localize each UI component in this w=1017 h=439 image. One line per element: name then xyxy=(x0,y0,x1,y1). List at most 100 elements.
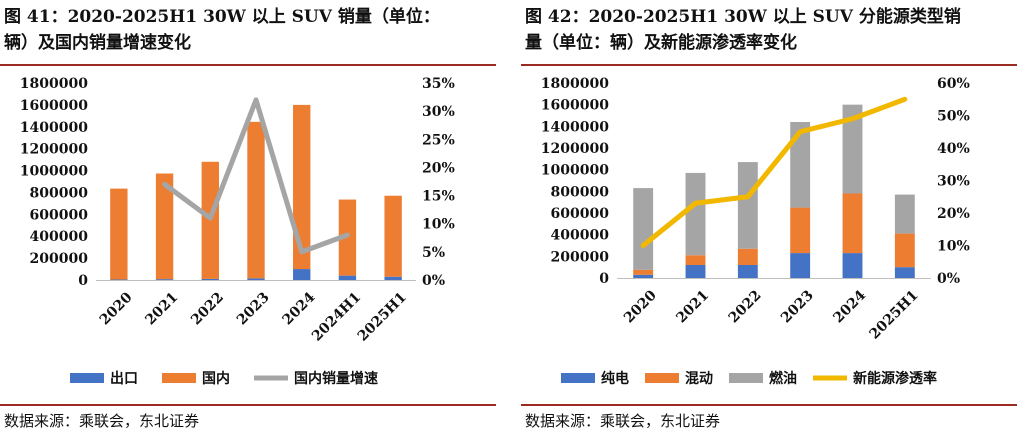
left-bar-0-2 xyxy=(201,278,219,280)
left-y-tick-label: 0 xyxy=(78,273,88,289)
right-line-0 xyxy=(640,96,908,248)
right-y-tick-label: 1600000 xyxy=(541,98,609,114)
left-y-tick-label: 200000 xyxy=(30,251,89,267)
right-bar-0-2 xyxy=(737,265,758,278)
right-y-tick-label: 800000 xyxy=(551,184,610,200)
right-title-line1: 图 42：2020-2025H1 30W 以上 SUV 分能源类型销 xyxy=(525,7,961,27)
right-y2-tick-label: 60% xyxy=(937,76,970,92)
left-legend-label-2: 国内销量增速 xyxy=(294,370,378,387)
right-legend-swatch-1 xyxy=(645,373,679,383)
right-bar-1-1 xyxy=(685,255,706,265)
left-bottom-rule xyxy=(0,404,496,406)
left-x-tick-label: 2025H1 xyxy=(355,289,410,344)
left-y2-tick-label: 5% xyxy=(422,245,445,261)
left-source: 数据来源：乘联会，东北证券 xyxy=(4,412,200,430)
left-bar-1-0 xyxy=(110,188,128,280)
left-x-tick-label: 2023 xyxy=(234,289,273,328)
right-bar-1-0 xyxy=(633,269,654,275)
left-bar-0-0 xyxy=(110,279,128,280)
left-legend-label-1: 国内 xyxy=(202,370,230,387)
right-bar-0-3 xyxy=(790,253,811,278)
right-y-tick-label: 0 xyxy=(599,271,609,287)
right-title-line2: 量（单位：辆）及新能源渗透率变化 xyxy=(525,33,797,53)
left-y2-tick-label: 20% xyxy=(422,160,455,176)
right-legend-label-1: 混动 xyxy=(685,370,713,387)
right-y-tick-label: 1400000 xyxy=(541,119,609,135)
right-y2-tick-label: 30% xyxy=(937,174,970,190)
left-title-line1: 图 41：2020-2025H1 30W 以上 SUV 销量（单位： xyxy=(4,7,440,27)
left-y-tick-label: 1400000 xyxy=(20,120,88,136)
left-chart-title: 图 41：2020-2025H1 30W 以上 SUV 销量（单位： 辆）及国内… xyxy=(4,4,492,56)
right-source: 数据来源：乘联会，东北证券 xyxy=(525,412,721,430)
left-y-tick-label: 1000000 xyxy=(20,164,88,180)
right-bar-1-4 xyxy=(842,193,863,254)
right-chart-title: 图 42：2020-2025H1 30W 以上 SUV 分能源类型销 量（单位：… xyxy=(525,4,1013,56)
left-y-tick-label: 600000 xyxy=(30,207,89,223)
right-bar-0-5 xyxy=(894,267,915,278)
right-bar-2-3 xyxy=(790,122,811,208)
right-y-tick-label: 1000000 xyxy=(541,163,609,179)
right-y-tick-label: 1200000 xyxy=(541,141,609,157)
right-x-tick-label: 2021 xyxy=(673,287,712,326)
left-y2-tick-label: 35% xyxy=(422,76,455,92)
left-bar-0-3 xyxy=(247,278,265,280)
left-bar-1-3 xyxy=(247,121,265,279)
left-y-tick-label: 800000 xyxy=(30,185,89,201)
right-bar-1-3 xyxy=(790,207,811,254)
left-bar-1-4 xyxy=(293,104,311,270)
right-y2-tick-label: 20% xyxy=(937,206,970,222)
left-x-tick-label: 2021 xyxy=(142,289,181,328)
left-x-tick-label: 2024H1 xyxy=(309,289,364,344)
left-chart: 0 200000 400000 600000 800000 1000000 1200000 1… xyxy=(20,76,455,387)
right-bar-2-5 xyxy=(894,194,915,234)
right-x-tick-label: 2025H1 xyxy=(866,287,921,342)
right-bar-0-0 xyxy=(633,274,654,278)
right-bar-2-4 xyxy=(842,104,863,194)
right-bar-2-2 xyxy=(737,162,758,249)
left-x-tick-label: 2024 xyxy=(280,289,319,328)
left-bar-0-5 xyxy=(338,275,357,280)
left-y-tick-label: 1200000 xyxy=(20,142,88,158)
left-top-rule xyxy=(0,64,496,66)
right-legend-label-3: 新能源渗透率 xyxy=(853,370,937,387)
left-legend-label-0: 出口 xyxy=(110,370,138,387)
right-x-tick-label: 2020 xyxy=(621,287,660,326)
right-bottom-rule xyxy=(521,404,1017,406)
left-y2-tick-label: 0% xyxy=(422,273,445,289)
right-y2-tick-label: 10% xyxy=(937,239,970,255)
right-y2-tick-label: 40% xyxy=(937,141,970,157)
right-y-tick-label: 400000 xyxy=(551,228,610,244)
right-bar-2-1 xyxy=(685,172,706,256)
left-bar-0-4 xyxy=(293,269,311,280)
left-x-tick-label: 2022 xyxy=(188,289,227,328)
right-x-tick-label: 2024 xyxy=(830,287,869,326)
right-bar-1-2 xyxy=(737,248,758,265)
left-y-tick-label: 400000 xyxy=(30,229,89,245)
left-legend-swatch-1 xyxy=(162,373,196,383)
left-y2-tick-label: 25% xyxy=(422,132,455,148)
left-bar-1-1 xyxy=(155,173,174,280)
right-legend-swatch-0 xyxy=(561,373,595,383)
right-chart: 0 200000 400000 600000 800000 1000000 1200000 1… xyxy=(541,76,970,387)
left-bar-1-6 xyxy=(384,195,402,277)
right-x-tick-label: 2023 xyxy=(778,287,817,326)
left-x-tick-label: 2020 xyxy=(97,289,136,328)
right-legend-label-0: 纯电 xyxy=(601,370,629,387)
right-y-tick-label: 1800000 xyxy=(541,76,609,92)
right-legend-label-2: 燃油 xyxy=(769,370,797,387)
left-legend-swatch-0 xyxy=(70,373,104,383)
right-bar-0-1 xyxy=(685,265,706,278)
right-y2-tick-label: 0% xyxy=(937,271,960,287)
right-x-tick-label: 2022 xyxy=(726,287,765,326)
left-bar-0-1 xyxy=(155,279,174,280)
left-title-line2: 辆）及国内销量增速变化 xyxy=(4,33,191,53)
left-y-tick-label: 1800000 xyxy=(20,76,88,92)
right-top-rule xyxy=(521,64,1017,66)
right-y-tick-label: 200000 xyxy=(551,249,610,265)
left-y2-tick-label: 15% xyxy=(422,189,455,205)
left-y2-tick-label: 10% xyxy=(422,217,455,233)
right-y-tick-label: 600000 xyxy=(551,206,610,222)
left-y2-tick-label: 30% xyxy=(422,104,455,120)
right-bar-0-4 xyxy=(842,253,863,278)
right-y2-tick-label: 50% xyxy=(937,109,970,125)
